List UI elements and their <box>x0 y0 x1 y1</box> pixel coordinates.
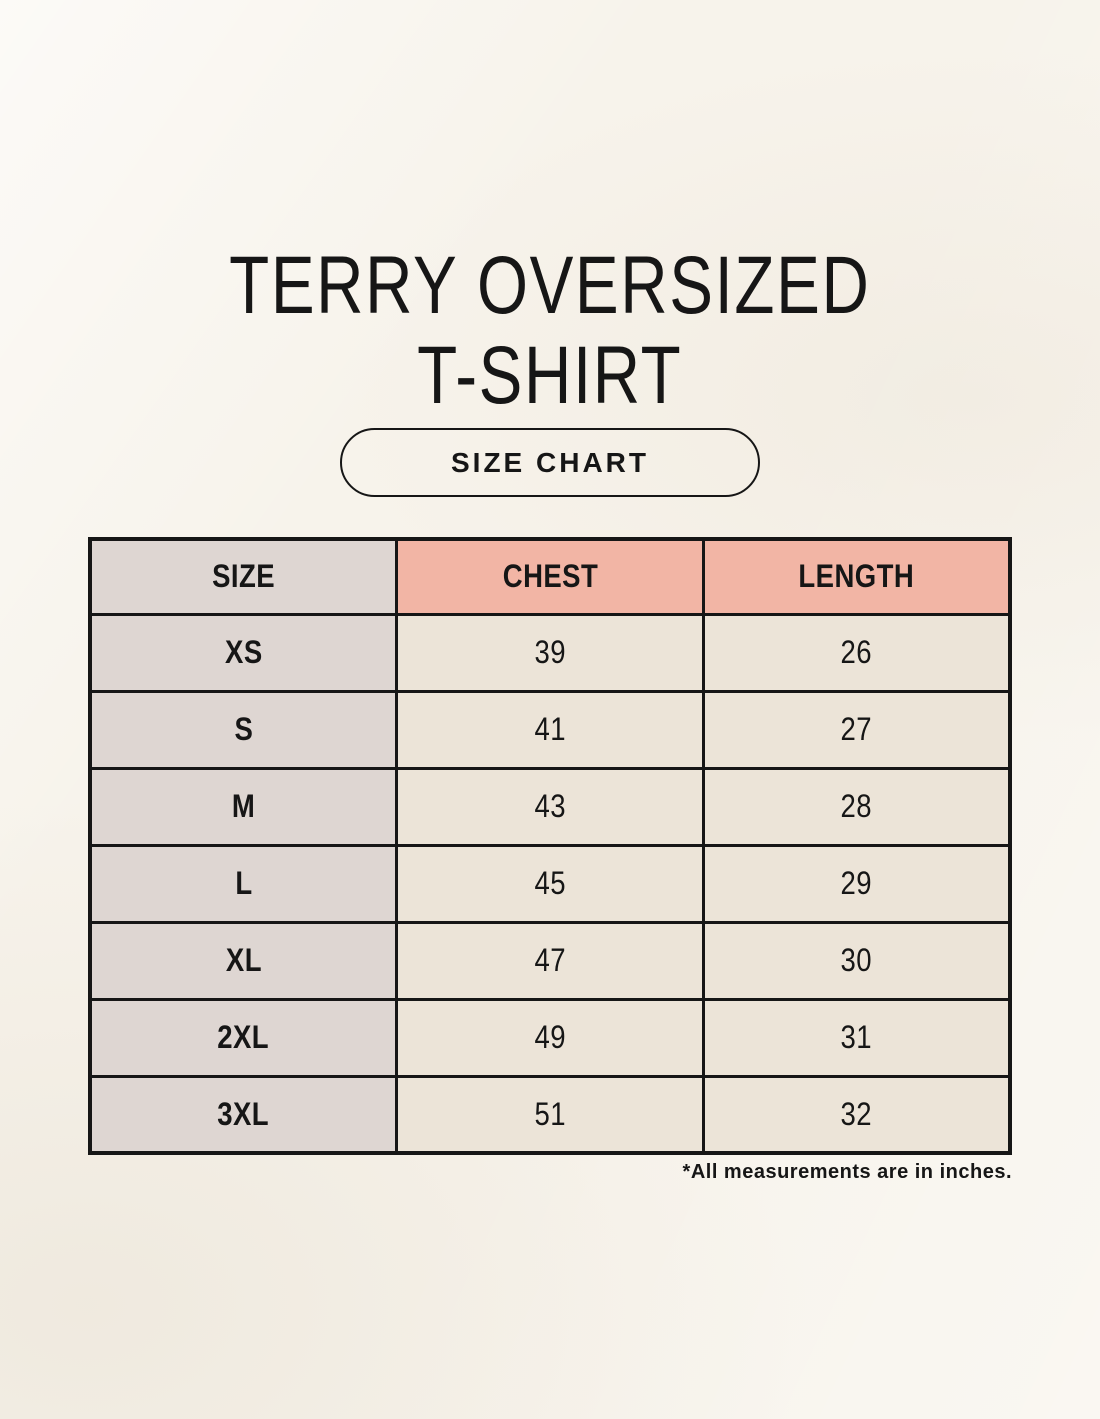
size-cell: XL <box>88 920 399 1001</box>
size-label: S <box>234 711 253 747</box>
length-cell: 30 <box>701 920 1012 1001</box>
chest-cell: 49 <box>395 997 705 1078</box>
size-cell: L <box>88 843 399 924</box>
size-label: 2XL <box>217 1019 270 1055</box>
header-label-chest: CHEST <box>502 558 598 595</box>
table-row: XL 47 30 <box>88 920 1012 1001</box>
table-row: M 43 28 <box>88 766 1012 847</box>
header-label-size: SIZE <box>212 558 276 595</box>
size-label: XL <box>225 942 262 978</box>
size-cell: XS <box>88 612 399 693</box>
size-label: M <box>231 788 256 824</box>
table-row: XS 39 26 <box>88 612 1012 693</box>
chest-value: 43 <box>534 788 566 824</box>
page-title: TERRY OVERSIZED T-SHIRT <box>0 240 1100 432</box>
size-cell: M <box>88 766 399 847</box>
chest-value: 41 <box>534 711 566 747</box>
table-row: L 45 29 <box>88 843 1012 924</box>
chest-cell: 43 <box>395 766 705 847</box>
header-cell-size: SIZE <box>88 537 399 616</box>
length-value: 30 <box>840 942 873 978</box>
chest-value: 45 <box>534 865 566 901</box>
chest-cell: 45 <box>395 843 705 924</box>
chest-cell: 41 <box>395 689 705 770</box>
size-cell: 3XL <box>88 1074 399 1155</box>
length-cell: 31 <box>701 997 1012 1078</box>
size-label: L <box>234 865 253 901</box>
chest-cell: 47 <box>395 920 705 1001</box>
header-cell-length: LENGTH <box>701 537 1012 616</box>
size-label: 3XL <box>217 1095 270 1132</box>
chest-value: 47 <box>534 942 566 978</box>
length-value: 29 <box>840 865 873 901</box>
table-header-row: SIZE CHEST LENGTH <box>88 537 1012 616</box>
size-table: SIZE CHEST LENGTH XS 39 26 S 41 27 M 43 … <box>88 537 1012 1155</box>
header-label-length: LENGTH <box>798 558 915 595</box>
product-title-line-1: TERRY OVERSIZED <box>0 240 1100 342</box>
size-table-body: XS 39 26 S 41 27 M 43 28 L 45 29 XL 47 <box>88 612 1012 1155</box>
length-value: 26 <box>840 634 873 670</box>
size-label: XS <box>224 634 263 670</box>
length-cell: 27 <box>701 689 1012 770</box>
table-row: 2XL 49 31 <box>88 997 1012 1078</box>
size-chart-badge: SIZE CHART <box>340 428 760 497</box>
product-title-line-2: T-SHIRT <box>0 330 1100 432</box>
chest-cell: 51 <box>395 1074 705 1155</box>
product-title-text-1: TERRY OVERSIZED <box>229 240 871 331</box>
length-value: 28 <box>840 788 873 824</box>
length-value: 31 <box>840 1019 873 1055</box>
header-cell-chest: CHEST <box>395 537 705 616</box>
length-cell: 32 <box>701 1074 1012 1155</box>
length-cell: 29 <box>701 843 1012 924</box>
size-chart-badge-label: SIZE CHART <box>451 446 649 478</box>
table-row: 3XL 51 32 <box>88 1074 1012 1155</box>
size-table-head: SIZE CHEST LENGTH <box>88 537 1012 616</box>
measurements-footnote: *All measurements are in inches. <box>682 1161 1012 1183</box>
length-value: 27 <box>840 711 873 747</box>
table-row: S 41 27 <box>88 689 1012 770</box>
length-cell: 26 <box>701 612 1012 693</box>
length-value: 32 <box>840 1095 873 1132</box>
size-cell: S <box>88 689 399 770</box>
chest-value: 51 <box>534 1095 566 1132</box>
chest-value: 39 <box>534 634 566 670</box>
chest-value: 49 <box>534 1019 566 1055</box>
chest-cell: 39 <box>395 612 705 693</box>
size-cell: 2XL <box>88 997 399 1078</box>
length-cell: 28 <box>701 766 1012 847</box>
product-title-text-2: T-SHIRT <box>417 330 683 421</box>
